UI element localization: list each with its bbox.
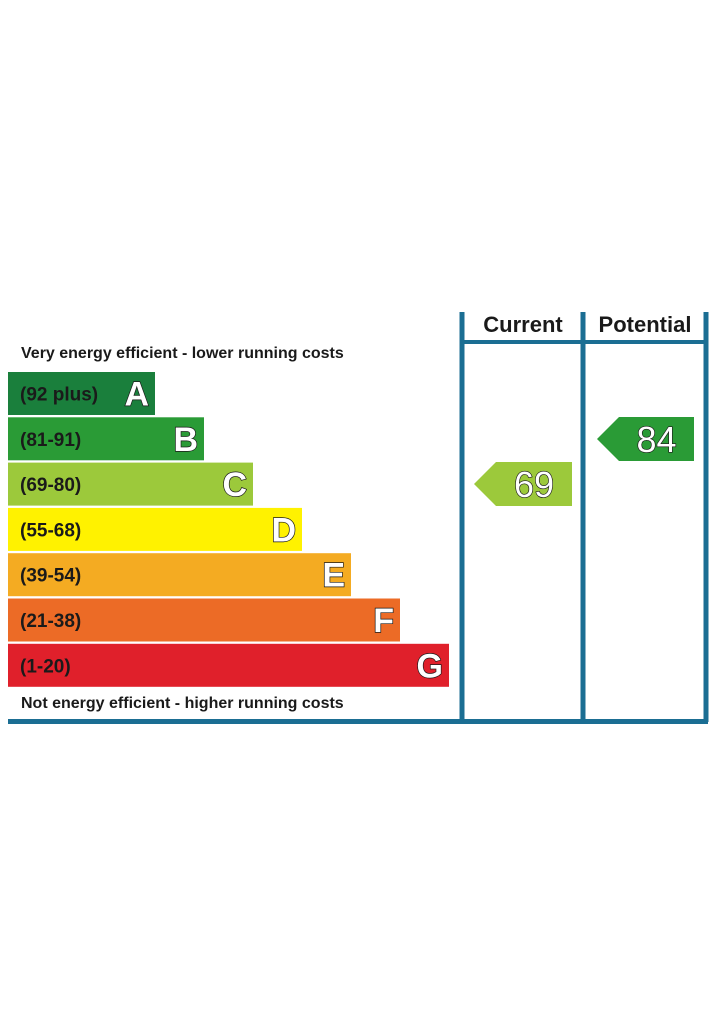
potential-rating-value: 84 [636, 419, 676, 460]
band-a-bar [8, 372, 155, 415]
rating-indicators: 69 84 [474, 417, 694, 506]
frame-bottom-rule [8, 719, 708, 724]
band-d-range: (55-68) [20, 520, 81, 541]
rating-bands: (92 plus) A (81-91) B (69-80) C (55-68) D (39-54… [8, 372, 449, 687]
band-c-bar [8, 462, 253, 506]
band-c-letter: C [222, 466, 247, 504]
band-a-range: (92 plus) [20, 385, 98, 406]
band-d-letter: D [271, 511, 296, 549]
band-e-letter: E [322, 557, 345, 595]
band-g-range: (1-20) [20, 656, 71, 677]
band-f-bar [8, 598, 400, 642]
efficient-caption: Very energy efficient - lower running co… [21, 345, 344, 362]
current-rating-value: 69 [514, 464, 554, 505]
band-e-bar [8, 553, 351, 597]
band-d-bar [8, 507, 302, 551]
current-column-header: Current [483, 312, 563, 337]
band-c-range: (69-80) [20, 475, 81, 496]
band-f-range: (21-38) [20, 611, 81, 632]
band-e-range: (39-54) [20, 566, 81, 587]
potential-column-header: Potential [599, 312, 692, 337]
band-f-letter: F [373, 602, 394, 640]
band-g-bar [8, 643, 449, 687]
potential-rating-arrow [597, 417, 694, 461]
band-b-range: (81-91) [20, 430, 81, 451]
inefficient-caption: Not energy efficient - higher running co… [21, 695, 344, 712]
band-a-letter: A [124, 376, 149, 414]
band-b-bar [8, 417, 204, 461]
chart-frame [8, 312, 709, 724]
frame-line-middle [580, 312, 586, 722]
frame-header-rule [462, 340, 708, 344]
frame-line-right [703, 312, 709, 722]
frame-line-left [459, 312, 465, 722]
current-rating-arrow [474, 462, 572, 506]
band-g-letter: G [417, 647, 443, 685]
band-b-letter: B [173, 421, 198, 459]
